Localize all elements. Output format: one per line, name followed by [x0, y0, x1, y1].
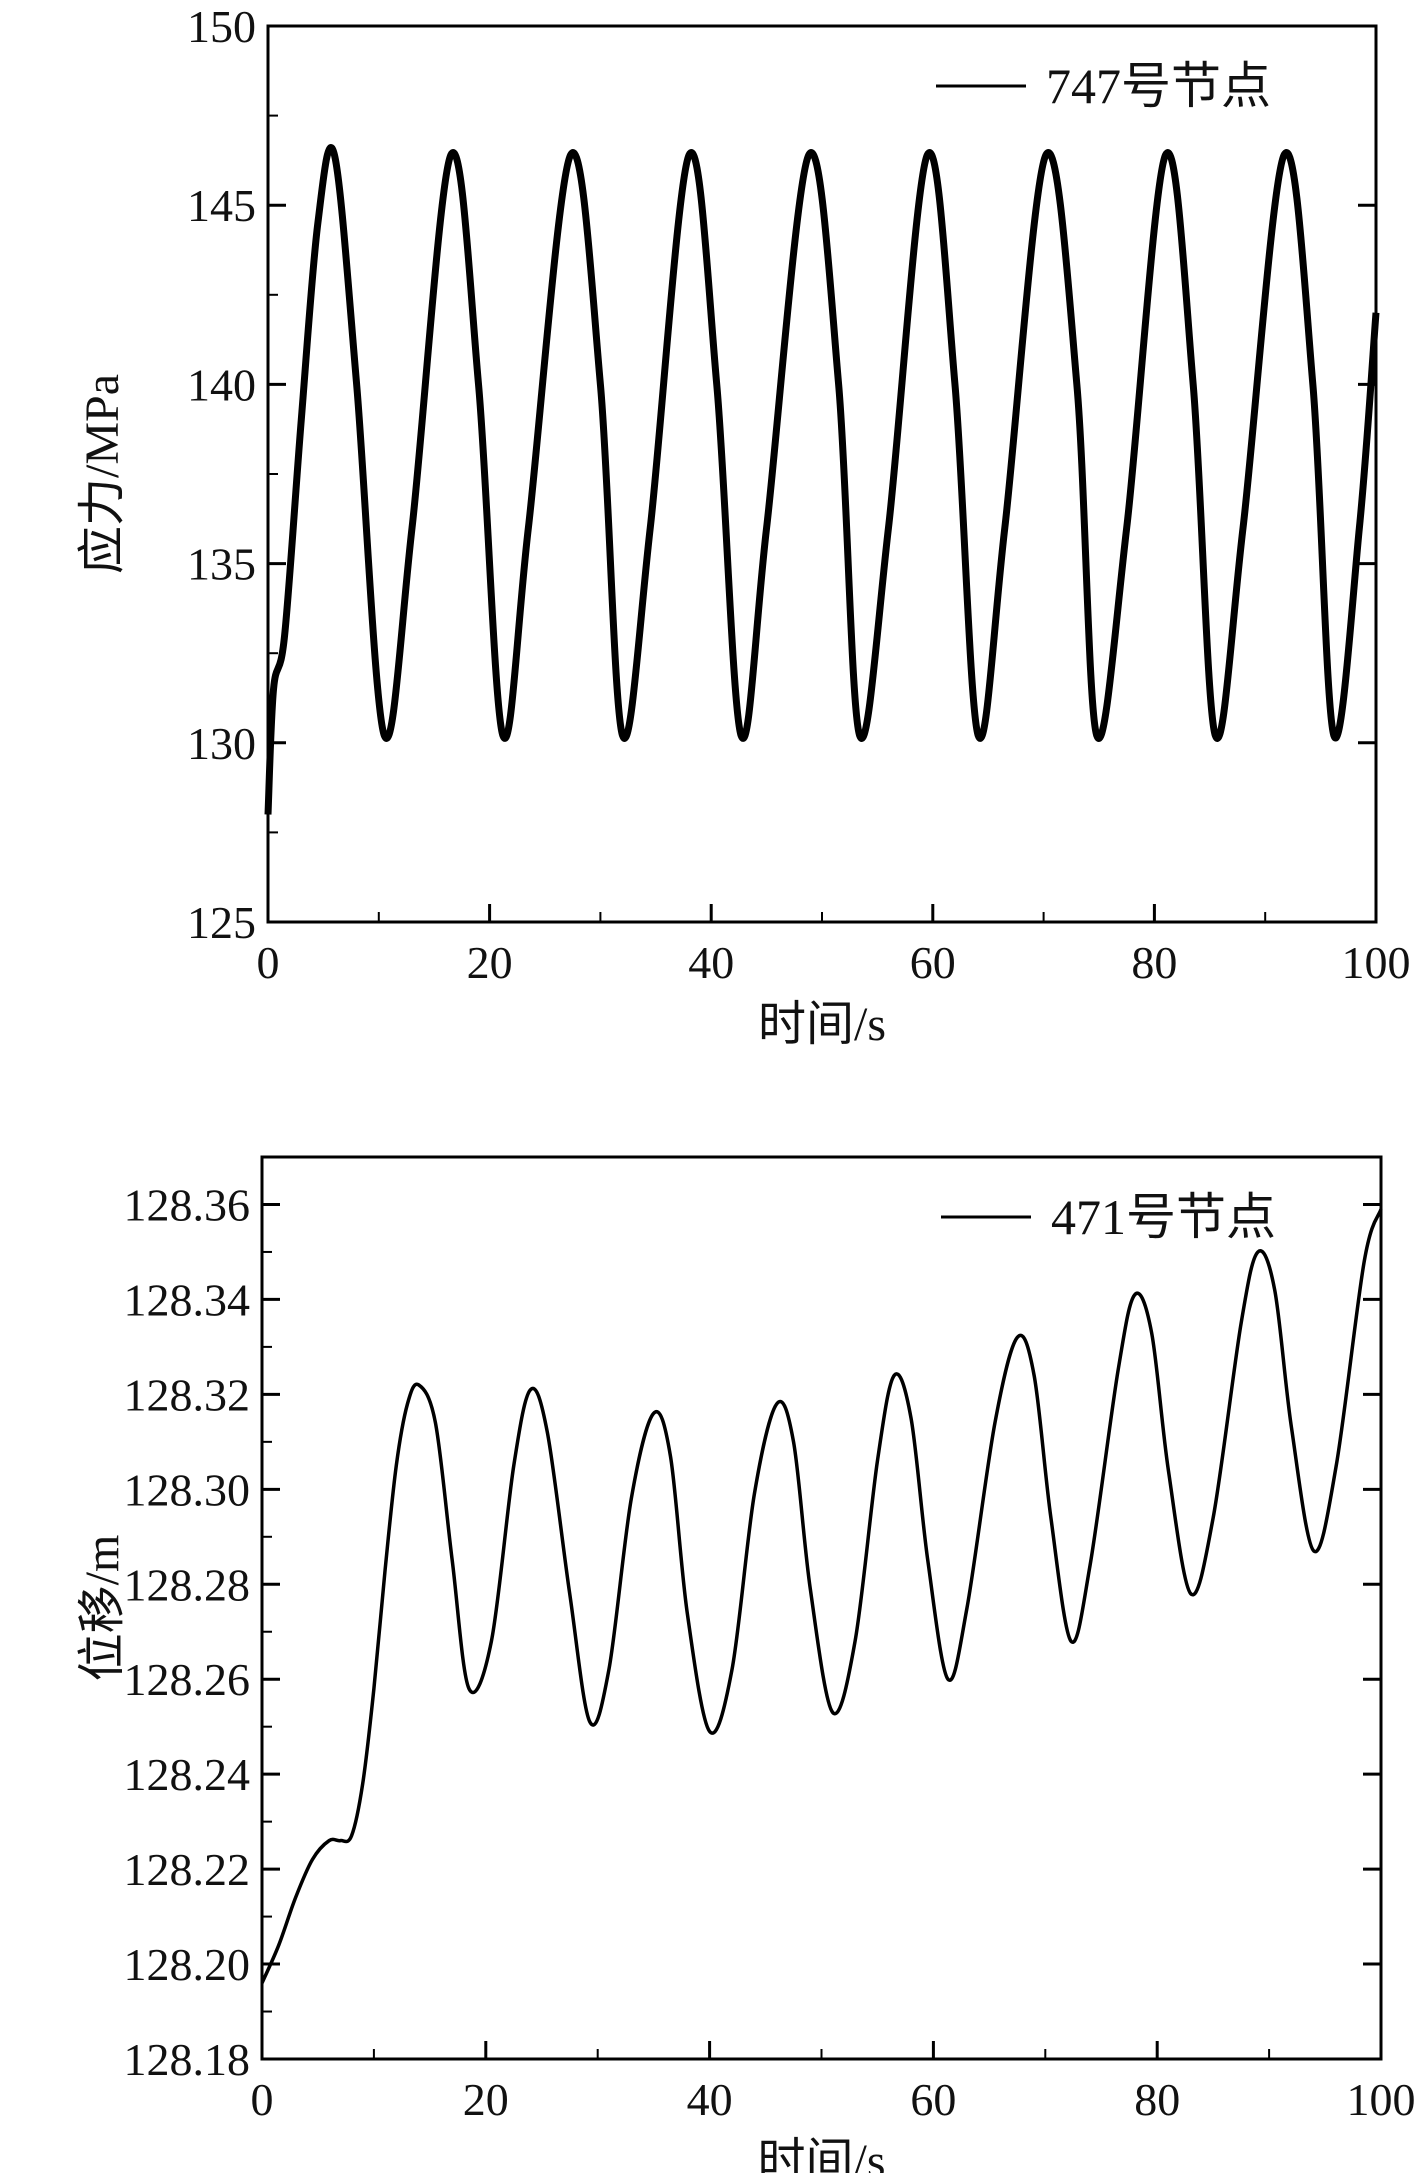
y-tick-label: 128.26 — [124, 1654, 251, 1705]
y-tick-label: 130 — [187, 718, 256, 769]
y-axis-label: 位移/m — [76, 1535, 129, 1682]
x-tick-label: 60 — [910, 937, 956, 988]
x-tick-label: 100 — [1342, 937, 1411, 988]
plot-frame — [266, 24, 1378, 924]
y-tick-label: 135 — [187, 539, 256, 590]
y-tick-label: 128.30 — [124, 1464, 251, 1515]
x-axis-ticks: 0 20 40 60 80 100 — [257, 904, 1411, 988]
x-tick-label: 0 — [251, 2074, 274, 2125]
x-tick-label: 80 — [1131, 937, 1177, 988]
x-tick-label: 0 — [257, 937, 280, 988]
x-tick-label: 40 — [688, 937, 734, 988]
displacement-chart: 128.18 128.20 128.22 128.24 128.26 128.28 128.… — [76, 1155, 1416, 2173]
legend: 747号节点 — [936, 58, 1271, 114]
x-tick-label: 80 — [1134, 2074, 1180, 2125]
x-tick-label: 60 — [910, 2074, 956, 2125]
x-tick-label: 20 — [463, 2074, 509, 2125]
y-tick-label: 128.34 — [124, 1274, 251, 1325]
stress-chart: 125 130 135 140 145 150 0 20 40 60 80 100 747号节点 时… — [76, 1, 1411, 1051]
x-axis-label: 时间/s — [757, 2135, 885, 2173]
series-line — [264, 144, 1380, 815]
y-axis-label: 应力/MPa — [76, 374, 129, 574]
y-tick-label: 128.24 — [124, 1749, 251, 1800]
y-tick-label: 128.22 — [124, 1844, 251, 1895]
legend-label: 471号节点 — [1051, 1189, 1276, 1245]
y-tick-label: 128.32 — [124, 1369, 251, 1420]
series-group — [260, 1208, 1383, 1984]
y-tick-label: 145 — [187, 180, 256, 231]
y-tick-label: 125 — [187, 897, 256, 948]
y-tick-label: 128.20 — [124, 1939, 251, 1990]
y-axis-ticks: 125 130 135 140 145 150 — [187, 1, 1376, 948]
y-tick-label: 128.18 — [124, 2034, 251, 2085]
y-tick-label: 128.28 — [124, 1559, 251, 1610]
y-tick-label: 140 — [187, 359, 256, 410]
x-axis-ticks: 0 20 40 60 80 100 — [251, 2041, 1416, 2125]
legend: 471号节点 — [941, 1189, 1276, 1245]
series-line — [260, 1208, 1383, 1984]
x-tick-label: 100 — [1347, 2074, 1416, 2125]
x-axis-label: 时间/s — [758, 998, 886, 1051]
x-tick-label: 40 — [687, 2074, 733, 2125]
legend-label: 747号节点 — [1046, 58, 1271, 114]
y-tick-label: 150 — [187, 1, 256, 52]
y-axis-ticks: 128.18 128.20 128.22 128.24 128.26 128.28 128.… — [124, 1179, 1381, 2085]
series-group — [264, 144, 1380, 815]
x-tick-label: 20 — [467, 937, 513, 988]
plot-frame — [260, 1155, 1383, 2061]
y-tick-label: 128.36 — [124, 1179, 251, 1230]
